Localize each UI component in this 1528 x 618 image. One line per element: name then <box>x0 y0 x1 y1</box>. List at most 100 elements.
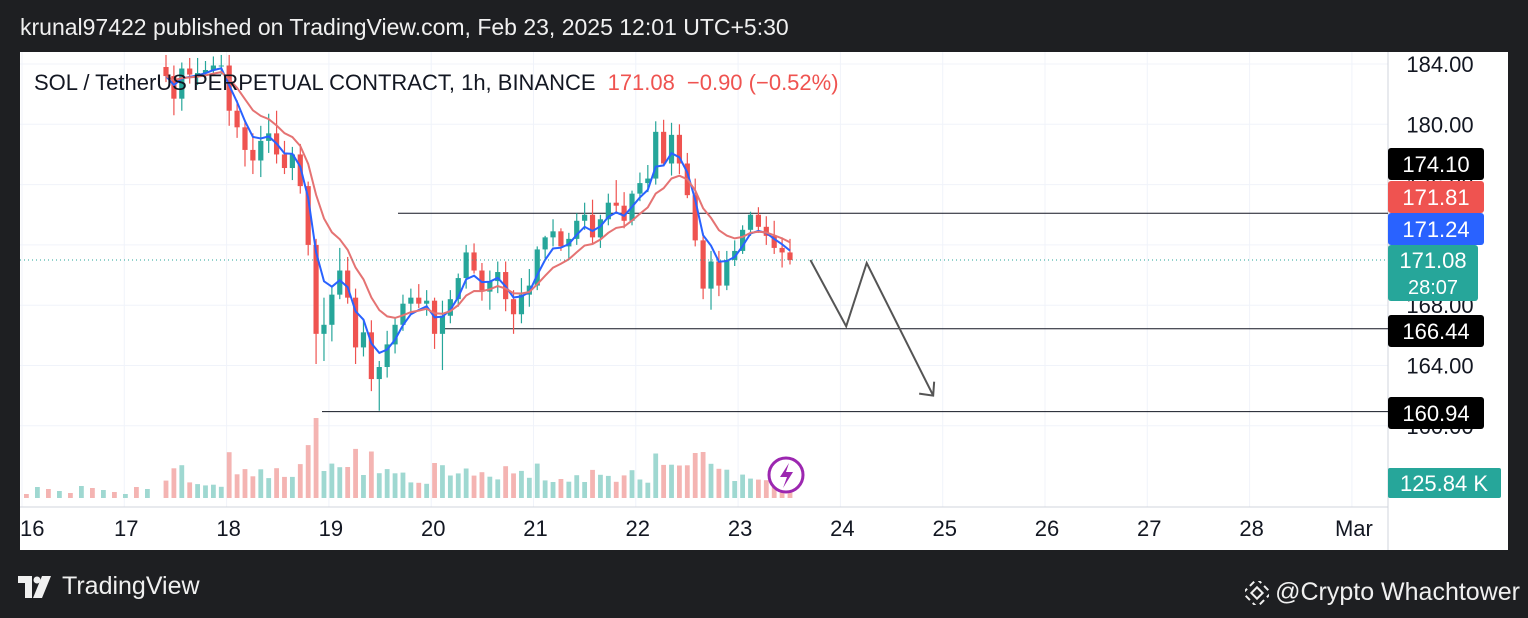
volume-bar <box>519 470 524 498</box>
volume-bar <box>187 482 193 498</box>
volume-bar <box>716 468 722 498</box>
volume-bars <box>24 418 793 498</box>
candle <box>258 125 264 178</box>
candle <box>194 57 201 86</box>
brand-label: TradingView <box>62 572 200 600</box>
candles <box>163 54 793 411</box>
candle <box>289 146 295 181</box>
svg-text:171.81: 171.81 <box>1402 185 1469 210</box>
volume-bar <box>526 477 532 498</box>
volume-bar <box>416 482 422 498</box>
volume-bar <box>692 453 698 498</box>
volume-bar <box>203 485 208 498</box>
candle <box>471 243 477 274</box>
candle <box>352 288 359 364</box>
x-axis: 16 17 18 19 20 21 22 23 24 25 26 27 28 Mar <box>20 516 1373 541</box>
candle <box>408 288 414 315</box>
volume-bar <box>68 493 73 498</box>
svg-text:171.24: 171.24 <box>1402 217 1469 242</box>
candle <box>242 119 248 167</box>
candle <box>337 247 343 300</box>
symbol-name: SOL / TetherUS PERPETUAL CONTRACT, 1h, B… <box>34 70 596 95</box>
candle <box>755 207 762 233</box>
volume-bar <box>432 463 437 498</box>
volume-bar <box>629 470 635 498</box>
x-tick-label: 16 <box>20 516 44 541</box>
candle <box>226 54 232 126</box>
candle <box>740 225 746 254</box>
volume-bar <box>329 463 335 498</box>
candle <box>447 290 453 324</box>
volume-bar <box>408 482 414 498</box>
volume-bar <box>542 480 548 498</box>
volume-bar <box>250 476 256 498</box>
volume-bar <box>495 479 501 498</box>
candle <box>621 192 627 229</box>
volume-bar <box>645 482 651 498</box>
last-price-tag: 171.08 28:07 <box>1388 245 1478 301</box>
arrow-head <box>919 381 936 397</box>
volume-bar <box>637 479 643 498</box>
candle <box>653 121 659 185</box>
tradingview-brand[interactable]: TradingView <box>18 572 200 601</box>
price-chart[interactable]: SOL / TetherUS PERPETUAL CONTRACT, 1h, B… <box>20 52 1508 550</box>
volume-bar <box>708 463 714 498</box>
x-tick-label: 26 <box>1035 516 1059 541</box>
x-tick-label: 27 <box>1137 516 1161 541</box>
symbol-legend: SOL / TetherUS PERPETUAL CONTRACT, 1h, B… <box>34 70 839 95</box>
level-top-tag: 174.10 <box>1388 148 1484 180</box>
svg-text:125.84 K: 125.84 K <box>1400 471 1488 496</box>
tradingview-logo-icon <box>18 575 51 598</box>
volume-tag: 125.84 K <box>1388 468 1501 498</box>
candle <box>368 320 374 392</box>
projection-path <box>809 259 935 397</box>
volume-bar <box>337 467 343 498</box>
ma-fast-tag: 171.24 <box>1388 213 1484 245</box>
volume-bar <box>353 448 358 498</box>
x-tick-label: 23 <box>728 516 752 541</box>
volume-bar <box>661 464 667 498</box>
volume-bar <box>732 481 738 498</box>
chart-panel[interactable]: SOL / TetherUS PERPETUAL CONTRACT, 1h, B… <box>20 52 1508 550</box>
candle <box>518 278 525 324</box>
x-tick-label: Mar <box>1335 516 1373 541</box>
candle <box>597 214 604 248</box>
candle <box>613 180 619 214</box>
volume-bar <box>471 475 477 498</box>
candle <box>779 237 785 268</box>
volume-bar <box>361 475 366 498</box>
y-tick-label: 164.00 <box>1406 354 1473 379</box>
volume-bar <box>447 475 453 498</box>
level-lines <box>322 212 1388 413</box>
volume-bar <box>392 473 398 498</box>
bolt-icon <box>767 456 805 494</box>
volume-bar <box>700 452 706 498</box>
volume-bar <box>345 467 351 498</box>
volume-bar <box>368 451 374 498</box>
volume-bar <box>218 486 224 498</box>
candle <box>455 273 461 307</box>
candle <box>431 297 438 349</box>
candle <box>329 287 335 342</box>
candle <box>582 202 588 230</box>
volume-bar <box>756 479 761 498</box>
volume-bar <box>621 475 627 498</box>
volume-bar <box>590 469 595 498</box>
volume-bar <box>101 490 106 498</box>
volume-bar <box>574 475 580 498</box>
volume-bar <box>321 471 327 498</box>
volume-bar <box>582 482 588 498</box>
svg-text:171.08: 171.08 <box>1399 248 1466 273</box>
candle <box>345 256 351 304</box>
price-tags: 174.10 171.81 171.24 166.44 160.94 171.08 28:0… <box>1388 148 1501 498</box>
candle <box>787 238 793 265</box>
volume-bar <box>487 476 493 498</box>
volume-bar <box>258 469 264 498</box>
volume-bar <box>134 487 139 498</box>
volume-bar <box>534 463 540 498</box>
volume-bar <box>684 465 690 498</box>
volume-bar <box>242 469 248 498</box>
ma-slow-line <box>165 71 791 319</box>
volume-bar <box>384 469 390 498</box>
svg-text:28:07: 28:07 <box>1408 277 1458 299</box>
